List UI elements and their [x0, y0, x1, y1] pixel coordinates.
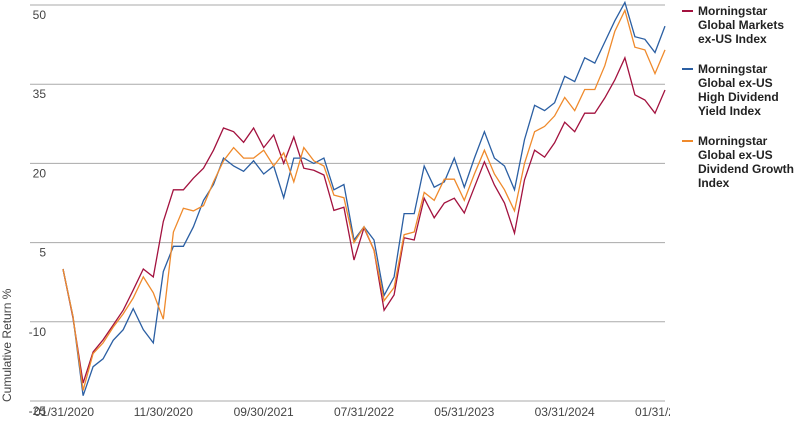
x-tick-label: 03/31/2024	[535, 405, 595, 419]
series-line	[62, 55, 666, 384]
legend-label: Morningstar Global ex-US Dividend Growth…	[698, 134, 794, 190]
legend: Morningstar Global Markets ex-US Index Mo…	[680, 4, 798, 206]
series-line	[62, 8, 666, 391]
y-tick-label: 5	[39, 246, 46, 260]
legend-item: Morningstar Global Markets ex-US Index	[680, 4, 798, 46]
y-tick-label: 35	[33, 87, 47, 101]
legend-swatch	[682, 10, 693, 12]
legend-item: Morningstar Global ex-US Dividend Growth…	[680, 134, 798, 190]
x-tick-label: 07/31/2022	[334, 405, 394, 419]
y-axis-label: Cumulative Return %	[0, 288, 14, 402]
x-tick-label: 05/31/2023	[434, 405, 494, 419]
legend-item: Morningstar Global ex-US High Dividend Y…	[680, 62, 798, 118]
y-tick-label: 20	[33, 166, 47, 180]
x-tick-label: 09/30/2021	[234, 405, 294, 419]
y-tick-label: -25	[29, 404, 47, 418]
y-tick-label: -10	[29, 325, 47, 339]
legend-label: Morningstar Global Markets ex-US Index	[698, 4, 785, 46]
legend-swatch	[682, 140, 693, 142]
x-tick-label: 11/30/2020	[134, 405, 193, 419]
legend-swatch	[682, 68, 693, 70]
legend-label: Morningstar Global ex-US High Dividend Y…	[698, 62, 779, 118]
series-line	[62, 0, 666, 396]
x-tick-label: 01/31/2020	[34, 405, 94, 419]
y-tick-label: 50	[33, 8, 47, 22]
plot: Cumulative Return % -25 -10 5 20 35 50 01/31/2…	[0, 0, 695, 419]
x-tick-label: 01/31/2025	[635, 405, 670, 419]
